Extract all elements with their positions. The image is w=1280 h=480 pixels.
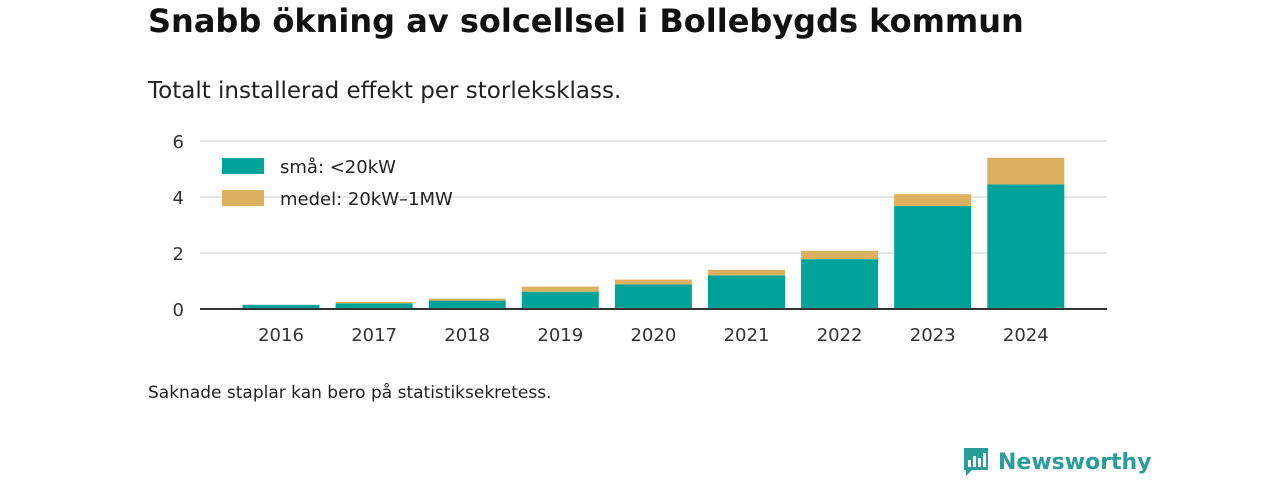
bar-medium-2022 [801, 250, 879, 260]
bar-small-2018 [428, 300, 506, 309]
legend: små: <20kW medel: 20kW–1MW [222, 157, 453, 210]
bar-medium-2019 [521, 286, 599, 292]
bar-small-2016 [242, 304, 320, 309]
brand-name: Newsworthy [998, 449, 1152, 475]
legend-label: små: <20kW [280, 157, 396, 178]
bar-medium-2024 [987, 157, 1065, 185]
y-tick-label: 2 [173, 244, 184, 265]
y-tick-label: 4 [173, 188, 184, 209]
bar-small-2021 [708, 275, 785, 309]
x-tick-label: 2018 [444, 325, 490, 346]
bar-medium-2018 [428, 298, 506, 301]
bar-small-2017 [335, 303, 413, 309]
bar-small-2024 [987, 184, 1065, 309]
footnote: Saknade staplar kan bero på statistiksek… [148, 383, 552, 403]
bars [242, 157, 1065, 309]
legend-swatch [222, 190, 264, 206]
x-tick-label: 2024 [1003, 325, 1049, 346]
bar-small-2023 [894, 205, 972, 309]
bar-small-2019 [521, 291, 599, 309]
x-tick-label: 2019 [537, 325, 583, 346]
x-tick-label: 2023 [910, 325, 956, 346]
bar-medium-2023 [894, 194, 972, 206]
bar-medium-2017 [335, 302, 413, 304]
x-tick-label: 2017 [351, 325, 397, 346]
newsworthy-logo[interactable]: Newsworthy [962, 446, 1152, 478]
bar-small-2020 [614, 284, 692, 309]
newsworthy-icon [964, 448, 988, 476]
chart-title: Snabb ökning av solcellsel i Bollebygds … [148, 2, 1024, 40]
legend-swatch [222, 158, 264, 174]
bar-medium-2021 [708, 269, 785, 276]
x-tick-label: 2021 [724, 325, 770, 346]
axes: 0 2 4 6 2016 2017 2018 2019 2020 2021 2022 2023 2024 [173, 132, 1107, 346]
x-tick-label: 2022 [817, 325, 863, 346]
y-tick-label: 6 [173, 132, 184, 153]
legend-label: medel: 20kW–1MW [280, 189, 453, 210]
bar-small-2022 [801, 259, 879, 309]
bar-medium-2020 [614, 279, 692, 285]
stacked-bar-chart: 0 2 4 6 2016 2017 2018 2019 2020 2021 2022 2023 2024… [173, 132, 1107, 346]
chart-subtitle: Totalt installerad effekt per storlekskl… [148, 78, 622, 104]
x-tick-label: 2016 [258, 325, 304, 346]
y-tick-label: 0 [173, 300, 184, 321]
x-tick-label: 2020 [630, 325, 676, 346]
